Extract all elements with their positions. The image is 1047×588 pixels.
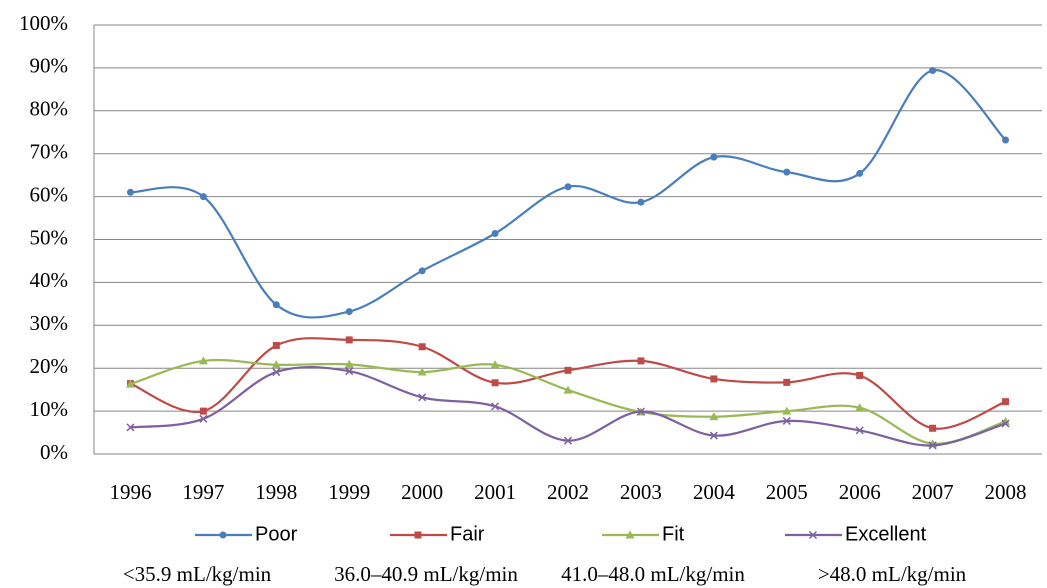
data-point [564, 366, 572, 374]
data-point [126, 423, 135, 432]
data-point [199, 193, 207, 201]
data-point [855, 426, 864, 435]
y-tick-label: 10% [30, 397, 69, 421]
annotation: >48.0 mL/kg/min [818, 562, 967, 586]
y-tick-label: 20% [30, 354, 69, 378]
x-tick-label: 2001 [474, 480, 516, 504]
data-point [418, 393, 427, 402]
legend-label: Excellent [845, 523, 927, 545]
legend-marker [219, 531, 227, 539]
data-point [417, 367, 427, 376]
data-point [418, 343, 426, 351]
data-point [272, 341, 280, 349]
data-point [344, 359, 354, 368]
data-point [126, 188, 134, 196]
data-point [345, 367, 354, 376]
data-point [345, 336, 353, 344]
data-point [856, 371, 864, 379]
data-point [636, 407, 645, 416]
data-point [199, 414, 208, 423]
x-tick-label: 1999 [328, 480, 370, 504]
data-point [783, 168, 791, 176]
data-point [709, 412, 719, 421]
data-point [272, 368, 281, 377]
annotation: <35.9 mL/kg/min [123, 562, 272, 586]
data-point [564, 183, 572, 191]
x-tick-label: 2003 [620, 480, 662, 504]
legend-label: Fit [662, 523, 685, 545]
data-point [783, 378, 791, 386]
y-tick-label: 100% [19, 11, 68, 35]
data-point [491, 229, 499, 237]
x-tick-label: 2006 [839, 480, 881, 504]
x-tick-label: 2002 [547, 480, 589, 504]
data-point [345, 308, 353, 316]
y-tick-label: 90% [30, 54, 69, 78]
legend-label: Poor [255, 523, 298, 545]
x-tick-label: 1997 [182, 480, 224, 504]
x-tick-label: 2004 [693, 480, 736, 504]
y-tick-label: 60% [30, 182, 69, 206]
annotation: 41.0–48.0 mL/kg/min [561, 562, 745, 586]
x-tick-label: 2000 [401, 480, 443, 504]
data-point [1002, 398, 1010, 406]
data-point [272, 301, 280, 309]
data-point [198, 356, 208, 365]
y-tick-label: 0% [40, 440, 68, 464]
data-point [563, 436, 573, 445]
series-line [130, 337, 1006, 430]
data-point [928, 441, 937, 450]
x-tick-label: 2005 [766, 480, 808, 504]
legend-marker [414, 531, 422, 539]
data-point [637, 357, 645, 365]
data-point [709, 431, 718, 440]
data-point [710, 153, 718, 161]
data-point [782, 416, 791, 425]
data-point [271, 360, 281, 369]
data-point [563, 385, 573, 394]
data-point [637, 198, 645, 206]
data-point [491, 379, 499, 387]
series-line [130, 365, 1006, 447]
y-tick-label: 70% [30, 140, 69, 164]
data-point [1002, 136, 1010, 144]
data-point [856, 169, 864, 177]
legend-label: Fair [450, 523, 485, 545]
data-point [929, 424, 937, 432]
y-tick-label: 50% [30, 225, 69, 249]
data-point [418, 267, 426, 275]
data-point [199, 407, 207, 415]
data-point [710, 375, 718, 383]
series-line [130, 69, 1007, 319]
x-tick-label: 2007 [912, 480, 954, 504]
data-point [855, 403, 865, 412]
data-point [782, 406, 792, 415]
data-point [1001, 419, 1010, 428]
x-tick-label: 2008 [985, 480, 1027, 504]
y-tick-label: 80% [30, 97, 69, 121]
x-tick-label: 1996 [109, 480, 151, 504]
annotation: 36.0–40.9 mL/kg/min [334, 562, 518, 586]
data-point [491, 402, 500, 411]
x-tick-label: 1998 [255, 480, 297, 504]
y-tick-label: 30% [30, 311, 69, 335]
data-point [490, 360, 500, 369]
data-point [1001, 416, 1011, 425]
data-point [929, 66, 937, 74]
data-point [125, 379, 135, 388]
legend-marker [625, 530, 635, 539]
legend-marker [808, 530, 818, 540]
y-tick-label: 40% [30, 268, 69, 292]
